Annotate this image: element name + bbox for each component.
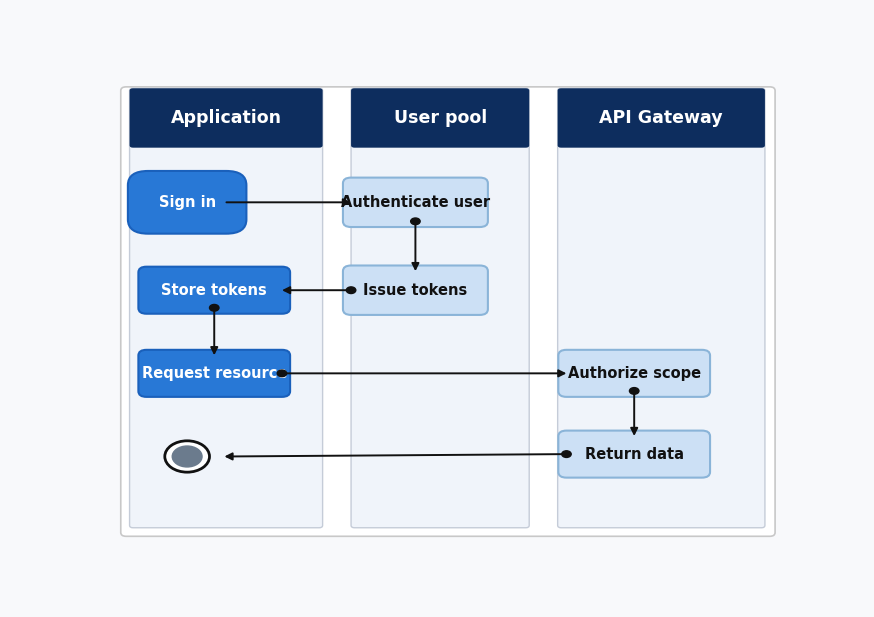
- Text: API Gateway: API Gateway: [600, 109, 723, 127]
- FancyBboxPatch shape: [558, 88, 765, 528]
- Circle shape: [562, 451, 572, 457]
- FancyBboxPatch shape: [343, 178, 488, 227]
- Text: User pool: User pool: [393, 109, 487, 127]
- FancyBboxPatch shape: [343, 265, 488, 315]
- FancyBboxPatch shape: [351, 88, 530, 147]
- FancyBboxPatch shape: [351, 88, 530, 528]
- Text: Authenticate user: Authenticate user: [341, 195, 490, 210]
- Text: Return data: Return data: [585, 447, 683, 462]
- Circle shape: [165, 441, 210, 472]
- FancyBboxPatch shape: [138, 267, 290, 313]
- Text: Application: Application: [170, 109, 281, 127]
- FancyBboxPatch shape: [558, 88, 765, 147]
- FancyBboxPatch shape: [138, 350, 290, 397]
- Circle shape: [277, 370, 287, 376]
- Text: Store tokens: Store tokens: [162, 283, 267, 298]
- FancyBboxPatch shape: [129, 88, 323, 528]
- Text: Authorize scope: Authorize scope: [567, 366, 701, 381]
- Text: Sign in: Sign in: [158, 195, 216, 210]
- Circle shape: [346, 287, 356, 294]
- Text: Issue tokens: Issue tokens: [364, 283, 468, 298]
- Circle shape: [172, 446, 202, 467]
- FancyBboxPatch shape: [558, 350, 710, 397]
- Circle shape: [210, 304, 219, 311]
- FancyBboxPatch shape: [129, 88, 323, 147]
- Text: Request resource: Request resource: [142, 366, 287, 381]
- FancyBboxPatch shape: [121, 87, 775, 536]
- Circle shape: [411, 218, 420, 225]
- FancyBboxPatch shape: [558, 431, 710, 478]
- Circle shape: [629, 387, 639, 394]
- FancyBboxPatch shape: [128, 171, 246, 234]
